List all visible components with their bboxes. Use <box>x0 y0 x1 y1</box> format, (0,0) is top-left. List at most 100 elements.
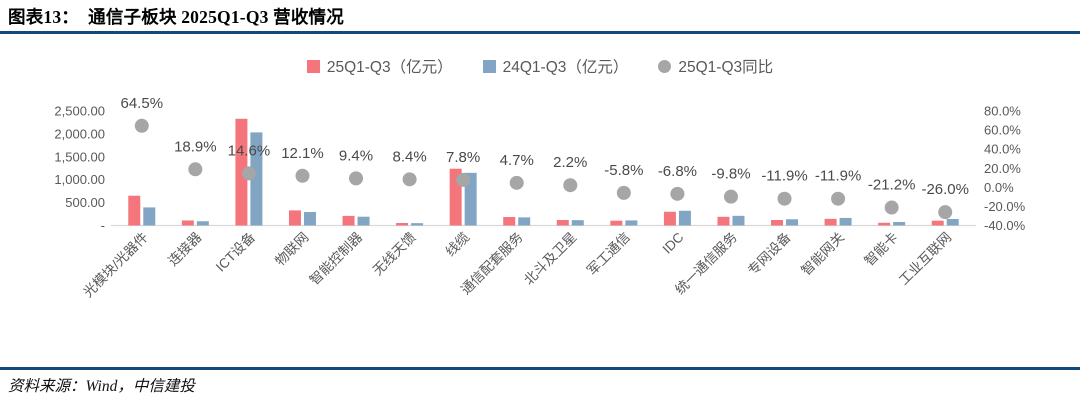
bar-25q1q3 <box>342 215 355 226</box>
title-rule <box>0 31 1080 34</box>
bar-24q1q3 <box>411 223 424 226</box>
revenue-bar-chart: 2,500.00 2,000.00 1,500.00 1,000.00 500.00 - 8… <box>54 95 1026 301</box>
bar-24q1q3 <box>732 215 745 226</box>
yoy-dot <box>402 172 417 187</box>
yoy-value-label: 14.6% <box>228 142 271 159</box>
yoy-dot <box>188 162 203 177</box>
yoy-dot <box>938 205 953 220</box>
category-label: 智能控制器 <box>307 229 366 288</box>
right-axis-tick: -20.0% <box>984 199 1026 214</box>
bar-24q1q3 <box>357 216 370 226</box>
yoy-dot <box>670 186 685 201</box>
yoy-dot <box>456 172 471 187</box>
yoy-dot <box>884 200 899 215</box>
footer-rule <box>0 367 1080 370</box>
yoy-value-label: 12.1% <box>281 145 324 162</box>
left-axis-tick: 2,000.00 <box>54 126 105 141</box>
legend-swatch-2025-icon <box>306 59 320 73</box>
bar-25q1q3 <box>503 217 516 226</box>
yoy-dot <box>349 171 364 186</box>
right-axis-tick: 0.0% <box>984 180 1014 195</box>
yoy-value-label: -11.9% <box>761 168 807 185</box>
yoy-dot <box>509 175 524 190</box>
legend-item-2024: 24Q1-Q3（亿元） <box>482 55 628 77</box>
yoy-dot <box>831 191 846 206</box>
bar-24q1q3 <box>786 219 799 226</box>
category-label: ICT设备 <box>212 228 258 274</box>
yoy-value-label: -26.0% <box>921 181 969 198</box>
category-label: IDC <box>659 229 686 256</box>
legend-label-yoy: 25Q1-Q3同比 <box>678 59 774 76</box>
yoy-value-label: -6.8% <box>658 163 697 180</box>
legend-item-yoy: 25Q1-Q3同比 <box>658 55 773 77</box>
yoy-value-label: 64.5% <box>121 95 164 112</box>
yoy-dot <box>777 191 792 206</box>
yoy-dot <box>616 185 631 200</box>
bar-24q1q3 <box>946 218 959 226</box>
right-axis-tick: 60.0% <box>984 123 1021 138</box>
bar-24q1q3 <box>250 132 263 226</box>
legend-label-2025: 25Q1-Q3（亿元） <box>326 59 453 76</box>
bar-25q1q3 <box>396 222 409 226</box>
yoy-value-label: -9.8% <box>711 166 750 183</box>
yoy-value-label: 2.2% <box>553 154 587 171</box>
figure-title: 图表13： 通信子板块 2025Q1-Q3 营收情况 <box>8 7 344 27</box>
category-label: 线缆 <box>443 229 473 259</box>
right-axis-tick: 80.0% <box>984 104 1021 119</box>
category-label: 工业互联网 <box>896 230 954 288</box>
bar-24q1q3 <box>893 222 906 226</box>
left-axis-tick: 1,000.00 <box>54 172 105 187</box>
category-label: 物联网 <box>272 230 311 269</box>
category-label: 智能网关 <box>798 230 847 279</box>
bar-25q1q3 <box>556 220 569 226</box>
bar-25q1q3 <box>235 118 248 226</box>
legend-swatch-yoy-icon <box>658 59 672 73</box>
right-axis-tick: 20.0% <box>984 161 1021 176</box>
yoy-value-label: 9.4% <box>339 147 373 164</box>
yoy-value-label: -11.9% <box>815 168 861 185</box>
bar-25q1q3 <box>610 220 623 226</box>
bar-24q1q3 <box>625 220 638 226</box>
yoy-value-label: 4.7% <box>500 152 534 169</box>
left-axis-tick: 2,500.00 <box>54 104 105 119</box>
bar-25q1q3 <box>663 211 676 226</box>
yoy-value-label: 8.4% <box>392 148 426 165</box>
category-label: 无线天馈 <box>370 230 419 279</box>
bar-25q1q3 <box>824 218 837 226</box>
bar-25q1q3 <box>288 210 301 226</box>
yoy-value-label: -5.8% <box>604 162 643 179</box>
category-label: 专网设备 <box>744 228 794 278</box>
category-label: 军工通信 <box>584 230 633 279</box>
bar-24q1q3 <box>196 221 209 226</box>
bar-24q1q3 <box>303 212 316 226</box>
bar-24q1q3 <box>518 217 531 226</box>
yoy-dot <box>241 166 256 181</box>
right-axis-tick: -40.0% <box>984 218 1026 233</box>
yoy-value-label: 18.9% <box>174 138 217 155</box>
bar-25q1q3 <box>878 222 891 226</box>
bar-24q1q3 <box>464 172 477 226</box>
bar-24q1q3 <box>678 210 691 226</box>
yoy-value-label: 7.8% <box>446 149 480 166</box>
yoy-value-label: -21.2% <box>868 177 916 194</box>
category-label: 连接器 <box>165 228 205 268</box>
bar-25q1q3 <box>771 220 784 226</box>
bar-25q1q3 <box>128 195 141 226</box>
legend-swatch-2024-icon <box>482 59 496 73</box>
category-label: 光模块/光器件 <box>80 230 151 301</box>
yoy-dot <box>723 189 738 204</box>
left-axis-tick: 1,500.00 <box>54 149 105 164</box>
chart-legend: 25Q1-Q3（亿元） 24Q1-Q3（亿元） 25Q1-Q3同比 <box>0 55 1080 77</box>
category-label: 智能卡 <box>862 230 901 269</box>
bar-25q1q3 <box>931 220 944 226</box>
right-axis-tick: 40.0% <box>984 142 1021 157</box>
bar-24q1q3 <box>571 220 584 226</box>
yoy-dot <box>563 178 578 193</box>
category-label: 北斗及卫星 <box>521 230 579 288</box>
bar-25q1q3 <box>717 216 730 226</box>
bar-25q1q3 <box>181 220 194 226</box>
source-note: 资料来源：Wind，中信建投 <box>8 378 195 395</box>
legend-item-2025: 25Q1-Q3（亿元） <box>306 55 453 77</box>
left-axis-tick: 500.00 <box>65 195 105 210</box>
